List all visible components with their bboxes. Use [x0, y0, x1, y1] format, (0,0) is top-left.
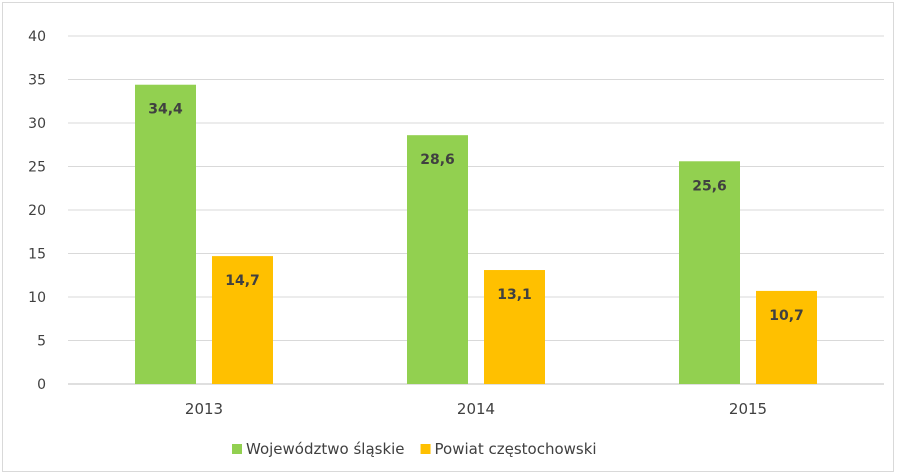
y-tick-label: 0 [37, 377, 46, 393]
bar [679, 161, 740, 384]
data-label: 14,7 [225, 273, 260, 289]
y-tick-label: 25 [28, 160, 46, 176]
data-label: 13,1 [497, 287, 532, 303]
bar [484, 270, 545, 384]
bar [135, 84, 196, 384]
x-axis-categories: 2013 2014 2015 [185, 400, 767, 418]
x-category-label: 2015 [729, 400, 767, 418]
legend-label: Powiat częstochowski [435, 440, 597, 458]
data-label: 25,6 [692, 178, 727, 194]
bar [756, 290, 817, 384]
bars [135, 84, 817, 384]
legend-label: Województwo śląskie [246, 440, 405, 458]
data-label: 10,7 [769, 308, 804, 324]
data-labels: 34,4 14,7 28,6 13,1 25,6 10,7 [148, 102, 804, 324]
x-category-label: 2013 [185, 400, 223, 418]
legend-swatch [232, 444, 242, 454]
y-tick-label: 5 [37, 334, 46, 350]
y-axis-ticks: 0 5 10 15 20 25 30 35 40 [28, 29, 46, 393]
gridlines [68, 35, 884, 385]
y-tick-label: 15 [28, 247, 46, 263]
bar [212, 256, 273, 384]
y-tick-label: 30 [28, 116, 46, 132]
x-category-label: 2014 [457, 400, 495, 418]
bar [407, 135, 468, 384]
y-tick-label: 10 [28, 290, 46, 306]
data-label: 34,4 [148, 102, 183, 118]
legend-swatch [420, 444, 431, 454]
y-tick-label: 35 [28, 73, 46, 89]
y-tick-label: 40 [28, 29, 46, 45]
legend: Województwo śląskie Powiat częstochowski [232, 440, 597, 458]
y-tick-label: 20 [28, 203, 46, 219]
data-label: 28,6 [420, 152, 455, 168]
